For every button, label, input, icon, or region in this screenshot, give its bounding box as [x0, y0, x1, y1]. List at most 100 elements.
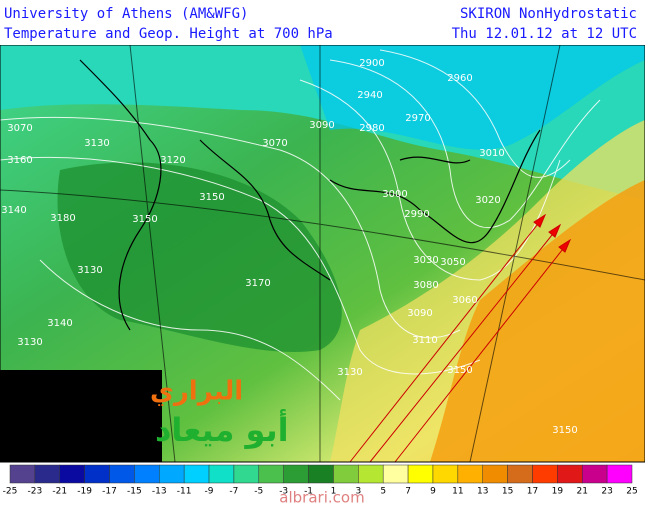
legend-label: 15 — [502, 487, 513, 497]
color-swatch — [233, 464, 260, 484]
contour-label: 3060 — [452, 295, 477, 306]
color-swatch — [333, 464, 359, 484]
color-swatch — [457, 464, 483, 484]
color-swatch — [84, 464, 110, 484]
legend-label: -25 — [3, 487, 18, 497]
legend-label: -19 — [77, 487, 92, 497]
contour-label: 3000 — [382, 189, 407, 200]
legend-label: 3 — [355, 487, 361, 497]
color-swatch — [507, 464, 533, 484]
arrows — [349, 213, 572, 463]
contour-label: 3150 — [199, 192, 224, 203]
contour-label: 3150 — [132, 214, 157, 225]
header-bg — [0, 0, 645, 45]
color-swatch — [532, 464, 558, 484]
legend-label: 11 — [452, 487, 463, 497]
color-swatch — [9, 464, 36, 484]
legend-label: -17 — [102, 487, 117, 497]
contour-label: 3170 — [245, 278, 270, 289]
contour-label: 2990 — [404, 209, 429, 220]
contour-label: 3150 — [552, 425, 577, 436]
color-swatch — [183, 464, 210, 484]
contour-label: 3130 — [77, 265, 102, 276]
hot-zone — [430, 180, 645, 462]
legend-label: -15 — [127, 487, 142, 497]
contour-label: 3120 — [160, 155, 185, 166]
right-subtitle: Thu 12.01.12 at 12 UTC — [452, 26, 637, 42]
color-swatch — [358, 464, 384, 484]
legend-label: -3 — [279, 487, 288, 497]
contour-label: 3130 — [84, 138, 109, 149]
legend-label: -21 — [52, 487, 67, 497]
logo-box — [0, 370, 162, 462]
left-subtitle: Temperature and Geop. Height at 700 hPa — [4, 26, 333, 42]
contour-label: 3180 — [50, 213, 75, 224]
contour-label: 3130 — [17, 337, 42, 348]
legend-label: -13 — [152, 487, 167, 497]
color-swatch — [59, 464, 85, 484]
contour-label: 3070 — [7, 123, 32, 134]
contour-label: 3150 — [447, 365, 472, 376]
contours — [0, 49, 601, 401]
legend-label: -1 — [304, 487, 313, 497]
color-swatch — [407, 464, 434, 484]
legend-label: 5 — [380, 487, 386, 497]
contour-label: 3030 — [413, 255, 438, 266]
contour-label: 3020 — [475, 195, 500, 206]
coastlines — [79, 59, 541, 331]
color-swatch — [208, 464, 235, 484]
contour-label: 3140 — [1, 205, 26, 216]
contour-label: 3090 — [309, 120, 334, 131]
legend-label: 9 — [430, 487, 436, 497]
contour-label: 3160 — [7, 155, 32, 166]
legend-label: 7 — [405, 487, 411, 497]
color-swatch — [482, 464, 508, 484]
legend-label: 25 — [626, 487, 637, 497]
legend-label: -7 — [229, 487, 238, 497]
legend-label: 21 — [577, 487, 588, 497]
legend-label: 13 — [477, 487, 488, 497]
left-title: University of Athens (AM&WFG) — [4, 6, 248, 22]
watermark: albrari.com — [279, 489, 364, 507]
warm-green-zone — [57, 162, 342, 353]
contour-labels: 2900 2940 2960 2970 2980 3010 3070 3130 3120 3070… — [1, 58, 577, 436]
right-title: SKIRON NonHydrostatic — [460, 6, 637, 22]
contour-label: 3050 — [440, 257, 465, 268]
contour-label: 2940 — [357, 90, 382, 101]
legend-label: 23 — [601, 487, 612, 497]
legend-label: 19 — [552, 487, 564, 497]
legend-label: 17 — [527, 487, 538, 497]
contour-label: 2960 — [447, 73, 472, 84]
color-swatch — [258, 464, 284, 484]
contour-label: 3070 — [262, 138, 287, 149]
color-swatch — [134, 464, 160, 484]
logo-line1: البراري — [150, 377, 243, 407]
contour-label: 3080 — [413, 280, 438, 291]
color-swatch — [606, 464, 633, 484]
legend-label: -5 — [254, 487, 263, 497]
contour-label: 3010 — [479, 148, 504, 159]
contour-label: 3110 — [412, 335, 437, 346]
color-swatch — [109, 464, 135, 484]
contour-label: 2970 — [405, 113, 430, 124]
color-swatch — [159, 464, 185, 484]
color-swatch — [382, 464, 409, 484]
legend-label: -9 — [205, 487, 214, 497]
color-swatch — [283, 464, 309, 484]
color-swatch — [581, 464, 608, 484]
color-swatch — [557, 464, 583, 484]
cold-core — [300, 45, 645, 150]
color-swatch — [308, 464, 334, 484]
color-swatch — [432, 464, 459, 484]
legend-label: -11 — [177, 487, 192, 497]
contour-label: 2980 — [359, 123, 384, 134]
color-swatch — [34, 464, 61, 484]
contour-label: 3140 — [47, 318, 72, 329]
logo-line2: أبو ميعاد — [155, 409, 289, 449]
legend-label: -23 — [28, 487, 43, 497]
contour-label: 3130 — [337, 367, 362, 378]
colorbar: -25 -23 -21 -19 -17 -15 -13 -11 -9 -7 -5 -3 -1 1 3 5 7 9 1… — [3, 464, 638, 497]
contour-label: 3090 — [407, 308, 432, 319]
contour-label: 2900 — [359, 58, 384, 69]
